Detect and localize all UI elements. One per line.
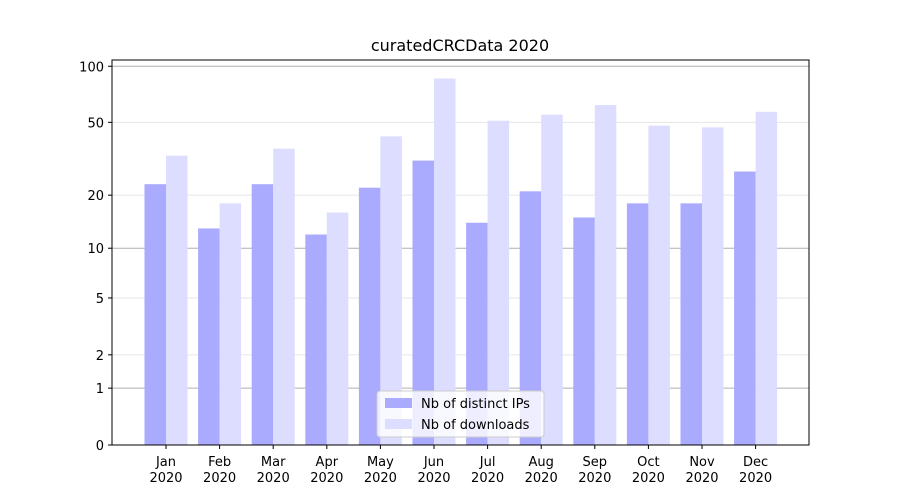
x-tick-label: Jun 2020	[417, 455, 450, 486]
bar	[380, 136, 402, 445]
x-tick-label: Aug 2020	[525, 455, 558, 486]
plot-frame	[111, 59, 810, 446]
bar	[755, 111, 778, 445]
x-tick-label: Nov 2020	[685, 455, 718, 486]
x-tick-label: Jul 2020	[471, 455, 504, 486]
x-tick-label: Feb 2020	[203, 455, 236, 486]
bar	[466, 222, 488, 445]
bar	[594, 104, 617, 446]
y-tick-label: 5	[96, 292, 104, 307]
bar	[198, 228, 220, 445]
bar	[487, 120, 510, 445]
y-tick-label: 1	[96, 382, 104, 397]
bar	[680, 203, 702, 445]
x-tick-label: Mar 2020	[257, 455, 290, 486]
bar	[412, 160, 434, 445]
legend-box	[376, 390, 545, 438]
y-tick-label: 2	[96, 349, 104, 364]
bar	[326, 212, 349, 445]
x-tick-label: Oct 2020	[632, 455, 665, 486]
bar	[144, 184, 166, 445]
bar	[573, 217, 595, 445]
bar	[166, 155, 188, 445]
legend-swatch	[385, 419, 412, 429]
x-tick-label: Jan 2020	[149, 455, 182, 486]
bar	[648, 125, 670, 445]
bar	[734, 171, 756, 445]
bar	[434, 78, 456, 446]
x-tick-label: Sep 2020	[578, 455, 611, 486]
bar	[541, 114, 563, 445]
legend: Nb of distinct IPs Nb of downloads	[376, 390, 545, 438]
bar	[273, 148, 295, 445]
y-tick-label: 10	[87, 242, 104, 257]
legend-label: Nb of distinct IPs	[421, 397, 530, 412]
x-tick-label: Apr 2020	[310, 455, 343, 486]
bar	[219, 203, 242, 445]
y-tick-label: 20	[87, 189, 104, 204]
x-tick-label: Dec 2020	[739, 455, 772, 486]
y-tick-label: 0	[96, 439, 104, 454]
bar	[358, 187, 381, 446]
x-tick-label: May 2020	[364, 455, 397, 486]
bar	[626, 203, 649, 445]
y-tick-label: 50	[87, 116, 104, 131]
bar	[702, 127, 724, 445]
y-tick-label: 100	[79, 60, 104, 75]
bar	[305, 234, 327, 445]
bar	[251, 184, 274, 445]
chart-title: curatedCRCData 2020	[371, 36, 549, 55]
legend-swatch	[385, 398, 412, 408]
legend-label: Nb of downloads	[421, 418, 530, 433]
bar	[519, 191, 542, 445]
